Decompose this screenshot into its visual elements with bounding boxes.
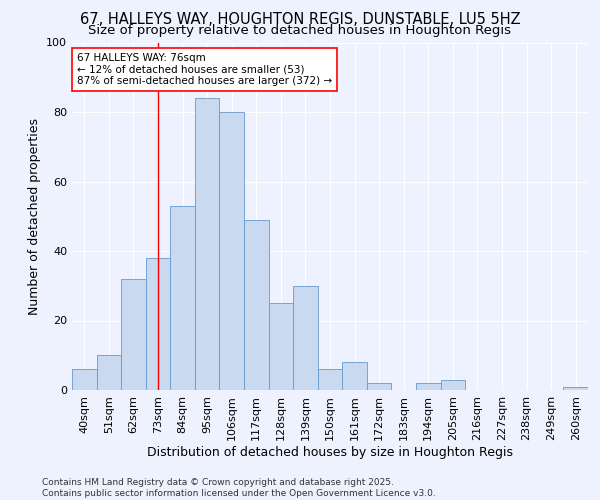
Text: Size of property relative to detached houses in Houghton Regis: Size of property relative to detached ho…	[89, 24, 511, 37]
Text: 67, HALLEYS WAY, HOUGHTON REGIS, DUNSTABLE, LU5 5HZ: 67, HALLEYS WAY, HOUGHTON REGIS, DUNSTAB…	[80, 12, 520, 28]
Bar	[220, 112, 244, 390]
Bar	[97, 355, 121, 390]
Bar	[121, 279, 146, 390]
X-axis label: Distribution of detached houses by size in Houghton Regis: Distribution of detached houses by size …	[147, 446, 513, 458]
Y-axis label: Number of detached properties: Number of detached properties	[28, 118, 41, 315]
Bar	[293, 286, 318, 390]
Bar	[72, 369, 97, 390]
Bar	[244, 220, 269, 390]
Bar	[195, 98, 220, 390]
Bar	[146, 258, 170, 390]
Bar	[416, 383, 440, 390]
Bar	[367, 383, 391, 390]
Bar	[440, 380, 465, 390]
Text: Contains HM Land Registry data © Crown copyright and database right 2025.
Contai: Contains HM Land Registry data © Crown c…	[42, 478, 436, 498]
Bar	[318, 369, 342, 390]
Bar	[170, 206, 195, 390]
Text: 67 HALLEYS WAY: 76sqm
← 12% of detached houses are smaller (53)
87% of semi-deta: 67 HALLEYS WAY: 76sqm ← 12% of detached …	[77, 53, 332, 86]
Bar	[563, 386, 588, 390]
Bar	[269, 303, 293, 390]
Bar	[342, 362, 367, 390]
